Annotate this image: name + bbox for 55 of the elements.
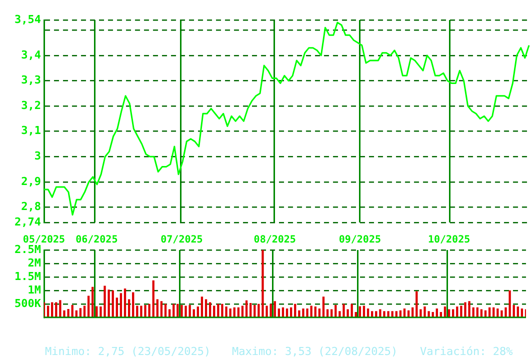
text: Maximo: 3,53 (22/08/2025) (232, 345, 398, 358)
bar (180, 304, 183, 318)
y-tick-label: 3,54 (14, 12, 42, 26)
y-tick-label: 3,3 (21, 74, 41, 87)
y-tick-label: 3 (34, 149, 41, 162)
bar (104, 286, 106, 318)
y-tick-label: 3,2 (21, 98, 41, 112)
y-tick-label: 500K (14, 296, 42, 310)
bar (310, 306, 312, 318)
bar (468, 301, 470, 318)
bar (124, 288, 126, 318)
bar (416, 291, 418, 318)
bar (108, 290, 110, 318)
bar (262, 250, 264, 318)
bar (424, 306, 426, 318)
bar (144, 304, 146, 318)
bar (120, 293, 122, 318)
x-tick-label: 07/2025 (160, 234, 203, 246)
y-tick-label: 2,9 (21, 174, 41, 188)
bar (184, 306, 187, 318)
text: Variación: 28% (420, 345, 513, 358)
bar (464, 302, 466, 318)
y-tick-label: 2,74 (14, 215, 42, 228)
x-tick-label: 09/2025 (338, 234, 382, 246)
y-tick-label: 1.5M (14, 270, 42, 283)
bar (67, 308, 70, 318)
bar (500, 310, 503, 318)
y-tick-label: 2M (28, 256, 42, 270)
bar (148, 304, 150, 318)
bar (379, 309, 382, 318)
bar (460, 306, 462, 318)
y-tick-label: 2,8 (21, 200, 41, 214)
y-tick-label: 3,4 (21, 48, 42, 62)
bar (508, 290, 511, 318)
bar (152, 280, 154, 318)
bar (188, 304, 191, 318)
bar (229, 308, 232, 318)
x-tick-label: 10/2025 (428, 234, 470, 246)
text: Minimo: 2,75 (23/05/2025) (45, 345, 211, 358)
x-tick-label: 06/2025 (76, 234, 118, 246)
bar (383, 311, 386, 318)
bar (225, 306, 228, 318)
bar (420, 309, 422, 318)
bar (342, 304, 345, 318)
bar (298, 310, 300, 318)
y-tick-label: 1M (28, 283, 42, 296)
bar (140, 306, 142, 318)
bar (387, 311, 390, 318)
y-tick-label: 3,1 (21, 124, 42, 138)
bar (59, 300, 62, 318)
bar (302, 308, 304, 318)
bar (221, 304, 224, 318)
x-tick-label: 08/2025 (254, 234, 296, 246)
bar (306, 308, 308, 318)
bar (270, 304, 272, 318)
